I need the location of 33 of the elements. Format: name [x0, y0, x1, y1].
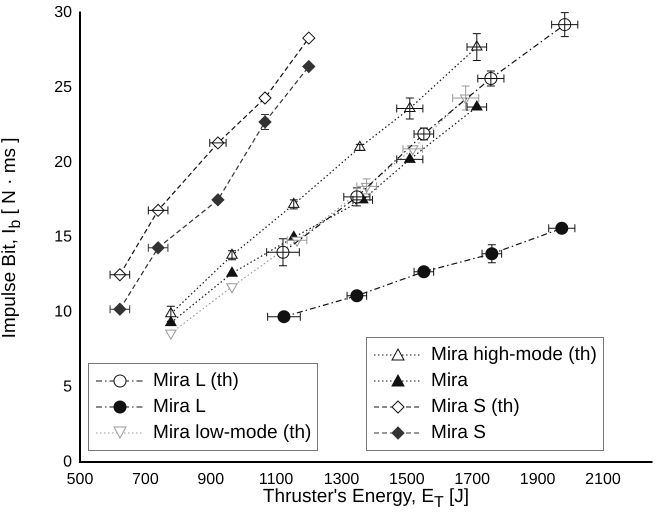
x-tick-label: 1700 — [454, 471, 490, 488]
x-tick-label: 1900 — [520, 471, 556, 488]
point — [417, 265, 430, 278]
y-tick-label: 10 — [54, 304, 72, 321]
legend-label: Mira S — [431, 422, 486, 444]
x-tick-label: 1300 — [324, 471, 360, 488]
x-tick-label: 900 — [197, 471, 224, 488]
x-tick-label: 1500 — [389, 471, 425, 488]
y-tick-label: 30 — [54, 4, 72, 22]
x-tick-label: 500 — [66, 471, 94, 488]
x-tick-label: 1100 — [258, 471, 294, 488]
y-tick-label: 25 — [54, 78, 72, 96]
point — [277, 310, 290, 324]
y-tick-label: 5 — [63, 378, 72, 396]
point — [226, 266, 238, 277]
x-tick-label: 2100 — [585, 471, 621, 488]
legend-label: Mira S (th) — [431, 396, 520, 418]
y-tick-label: 0 — [63, 453, 72, 470]
x-tick-label: 700 — [132, 471, 159, 488]
legend-label: Mira — [431, 370, 468, 392]
point — [302, 32, 316, 45]
y-tick-label: 20 — [54, 154, 72, 171]
legend-label: Mira L — [153, 396, 206, 418]
point — [211, 193, 224, 206]
point — [555, 222, 568, 235]
point — [302, 60, 316, 74]
point — [350, 289, 364, 302]
point — [258, 91, 272, 104]
legend-label: Mira L (th) — [153, 370, 239, 392]
legend-label: Mira low-mode (th) — [153, 422, 312, 444]
legend-label: Mira high-mode (th) — [431, 344, 597, 366]
y-tick-label: 15 — [54, 228, 72, 246]
x-axis-title: Thruster's Energy, E$_{T}$ [J] — [262, 486, 470, 511]
